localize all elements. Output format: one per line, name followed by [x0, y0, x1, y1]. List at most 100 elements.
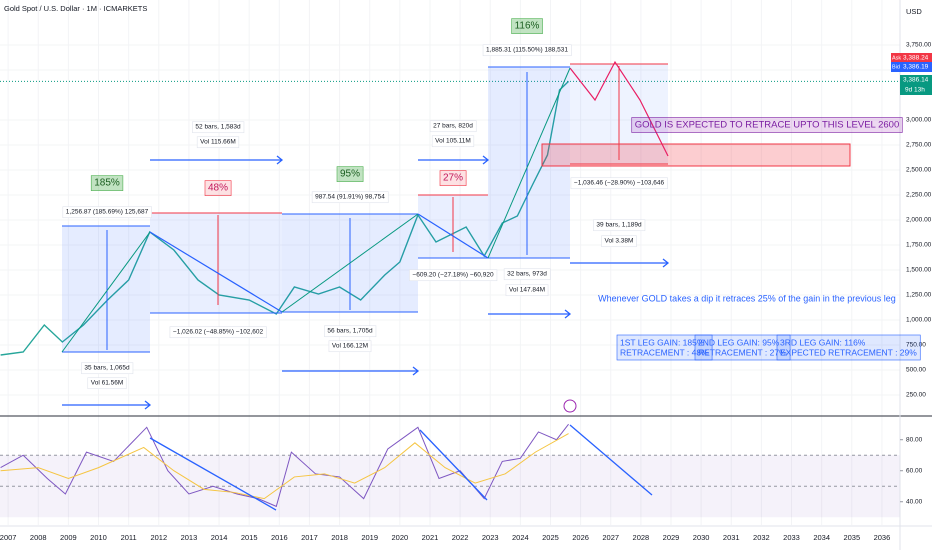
annotation: 1,256.87 (185.69%) 125,687	[66, 209, 149, 216]
annotation: 185%	[94, 178, 120, 189]
trend-line	[149, 231, 283, 313]
annotation-bg	[409, 269, 498, 282]
currency: USD	[906, 7, 922, 16]
drawings	[61, 60, 851, 410]
summary-box	[776, 334, 921, 361]
annotation-bg	[311, 191, 389, 204]
annotation: 1,885.31 (115.50%) 188,531	[486, 47, 568, 54]
trend-line	[281, 213, 419, 313]
x-tick-label: 2034	[813, 533, 830, 542]
x-tick-label: 2030	[693, 533, 710, 542]
annotation: Vol 105.11M	[435, 138, 471, 145]
y-tick-label: 80.00	[906, 436, 923, 443]
y-tick-label: 2,750.00	[906, 142, 932, 149]
annotation: −609.20 (−27.18%) −60,920	[412, 272, 494, 279]
x-tick-label: 2024	[512, 533, 529, 542]
annotation: Vol 166.12M	[332, 343, 368, 350]
summary-box	[616, 334, 713, 361]
x-tick-label: 2021	[422, 533, 439, 542]
measure-box	[150, 213, 282, 313]
summary-text: EXPECTED RETRACEMENT : 29%	[780, 347, 917, 357]
annotation: 95%	[340, 169, 360, 180]
y-tick-label: 3,750.00	[906, 42, 932, 49]
x-tick-label: 2036	[874, 533, 891, 542]
annotation-bg	[601, 235, 637, 248]
trend-line	[417, 213, 489, 259]
series-line	[0, 433, 569, 500]
x-tick-label: 2023	[482, 533, 499, 542]
price-tag-name-bg	[891, 62, 901, 72]
x-tick-label: 2027	[602, 533, 619, 542]
annotation: 52 bars, 1,583d	[195, 124, 241, 131]
x-tick-label: 2011	[121, 533, 137, 542]
y-tick-label: 60.00	[906, 467, 923, 474]
annotation-bg	[196, 136, 240, 149]
x-tick-label: 2020	[391, 533, 408, 542]
annotation-bg	[324, 325, 377, 338]
x-tick-label: 2016	[271, 533, 288, 542]
annotation: GOLD IS EXPECTED TO RETRACE UPTO THIS LE…	[635, 120, 900, 131]
price-tag-name-bg	[891, 53, 901, 63]
annotation-bg	[431, 135, 475, 148]
trend-line	[61, 231, 151, 353]
price-tag	[900, 53, 932, 63]
annotation: Vol 147.84M	[509, 287, 545, 294]
y-tick-label: 3,000.00	[906, 117, 932, 124]
price-tag-label: 3,388.24	[903, 55, 929, 62]
y-tick-label: 2,250.00	[906, 192, 932, 199]
x-tick-label: 2018	[331, 533, 348, 542]
price-tag-label: 3,386.19	[903, 64, 929, 71]
measure-box	[62, 226, 150, 352]
series-line	[0, 423, 569, 508]
annotation-bg	[81, 362, 134, 375]
x-tick-label: 2017	[301, 533, 318, 542]
annotation-bg	[593, 219, 646, 232]
y-tick-label: 500.00	[906, 367, 926, 374]
annotation: 987.54 (91.91%) 98,754	[315, 194, 385, 201]
x-tick-label: 2035	[843, 533, 860, 542]
annotation-bg	[503, 268, 551, 281]
annotation: 39 bars, 1,189d	[596, 222, 642, 229]
x-tick-label: 2019	[361, 533, 378, 542]
summary-text: 1ST LEG GAIN: 185%	[620, 337, 705, 347]
annotation: Vol 115.66M	[200, 139, 236, 146]
annotation: 56 bars, 1,705d	[327, 328, 373, 335]
annotation-bg	[505, 284, 549, 297]
x-tick-label: 2029	[663, 533, 680, 542]
x-tick-label: 2013	[181, 533, 198, 542]
annotation: 48%	[208, 183, 228, 194]
annotation: 116%	[515, 21, 540, 32]
annotation: Vol 3.38M	[605, 238, 634, 245]
x-tick-label: 2015	[241, 533, 258, 542]
x-tick-label: 2033	[783, 533, 800, 542]
summary-text: 2ND LEG GAIN: 95%	[698, 337, 780, 347]
price-tag-name: Bid	[892, 64, 900, 70]
y-tick-label: 2,500.00	[906, 167, 932, 174]
y-tick-label: 1,000.00	[906, 317, 932, 324]
summary-text: RETRACEMENT : 27%	[698, 347, 787, 357]
price-tag	[900, 62, 932, 72]
annotation-bg	[511, 18, 543, 34]
annotation-bg	[87, 377, 127, 390]
x-tick-label: 2012	[150, 533, 167, 542]
y-tick-label: 250.00	[906, 392, 926, 399]
x-tick-label: 2026	[572, 533, 589, 542]
projection-path	[569, 60, 669, 157]
annotation-bg	[631, 117, 903, 133]
annotation: 27%	[443, 173, 463, 184]
y-tick-label: 2,000.00	[906, 217, 932, 224]
x-tick-label: 2028	[633, 533, 650, 542]
annotation: 35 bars, 1,065d	[84, 365, 130, 372]
annotation-bg	[90, 175, 124, 191]
rsi-drawings	[149, 399, 653, 511]
summary-box	[694, 334, 791, 361]
x-tick-label: 2010	[90, 533, 107, 542]
countdown-bg	[900, 85, 932, 95]
countdown: 9d 13h	[905, 87, 925, 94]
price-tag-label: 3,386.14	[903, 77, 929, 84]
annotation: −1,026.02 (−48.85%) −102,602	[173, 329, 264, 336]
price-tag	[900, 75, 932, 85]
summary-text: 3RD LEG GAIN: 116%	[780, 337, 866, 347]
y-tick-label: 750.00	[906, 342, 926, 349]
